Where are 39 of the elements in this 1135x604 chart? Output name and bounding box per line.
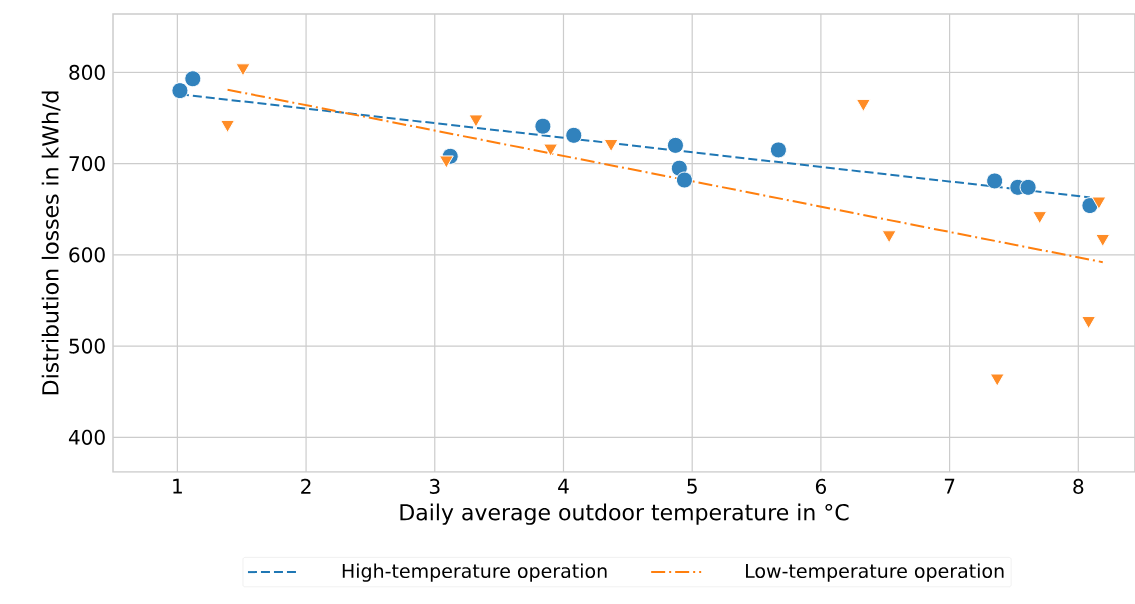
point [468,114,484,128]
legend-label: High-temperature operation [342,563,607,582]
point [1032,211,1048,225]
legend-label: Low-temperature operation [746,563,1004,582]
point [986,172,1004,190]
point [666,136,684,154]
x-tick-label: 3 [429,478,440,494]
point [1081,316,1097,330]
x-tick-label: 6 [815,478,826,494]
point [184,70,202,88]
point [438,155,454,169]
x-axis-title: Daily average outdoor temperature in °C [400,503,849,525]
y-axis-title: Distribution losses in kWh/d [41,91,61,395]
y-tick-label: 800 [69,64,105,80]
point [235,63,251,77]
x-tick-label: 1 [173,478,182,494]
point [1019,178,1037,196]
x-tick-label: 2 [301,478,311,494]
point [1095,233,1111,247]
point [675,171,693,189]
x-tick-label: 8 [1073,478,1084,494]
point [1091,196,1107,210]
point [769,141,787,159]
point [171,82,189,100]
y-tick-label: 600 [69,247,105,263]
point [855,98,871,112]
y-tick-label: 400 [68,429,105,445]
x-tick-label: 7 [944,478,955,494]
point [989,373,1005,387]
point [220,119,235,133]
y-tick-label: 500 [69,338,105,354]
x-tick-label: 5 [687,478,697,494]
y-tick-label: 700 [69,156,105,172]
point [565,126,583,144]
point [543,143,559,157]
point [603,139,619,153]
point [881,230,897,244]
x-tick-label: 4 [558,478,569,494]
point [534,117,552,135]
